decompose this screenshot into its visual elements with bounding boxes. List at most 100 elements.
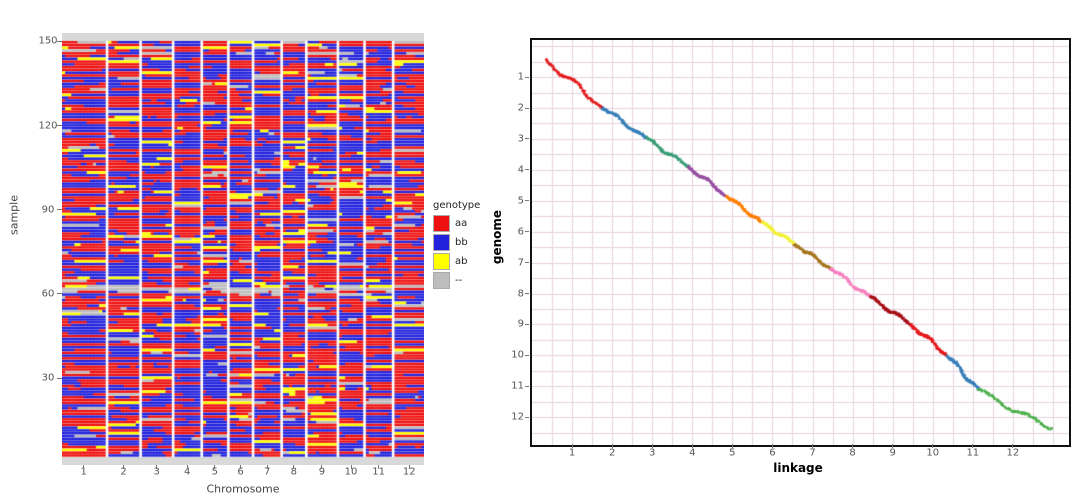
- scatter-y-tickmark: [525, 200, 529, 202]
- scatter-x-tickmark: [1012, 444, 1014, 448]
- scatter-y-tick-label: 7: [517, 257, 524, 269]
- scatter-x-tick-label: 6: [769, 447, 776, 459]
- genotype-heatmap-canvas: [62, 33, 424, 465]
- scatter-y-tick-label: 12: [511, 411, 524, 423]
- scatter-x-tick-label: 5: [729, 447, 736, 459]
- scatter-y-tick-label: 10: [511, 349, 524, 361]
- heatmap-y-tick-label: 150: [38, 35, 58, 47]
- scatter-x-tick-label: 3: [649, 447, 656, 459]
- scatter-x-tickmark: [651, 444, 653, 448]
- legend-item-aa: aa: [433, 215, 480, 232]
- scatter-x-tickmark: [611, 444, 613, 448]
- scatter-y-tick-label: 5: [517, 195, 524, 207]
- legend-item-label: --: [455, 275, 463, 286]
- heatmap-y-tickmark: [57, 125, 62, 127]
- scatter-y-tick-label: 2: [517, 102, 524, 114]
- legend-item-label: bb: [455, 237, 468, 248]
- scatter-x-tick-label: 1: [568, 447, 576, 459]
- heatmap-y-tick-label: 30: [41, 372, 55, 384]
- heatmap-x-tickmark: [408, 465, 410, 469]
- heatmap-x-tick-label: 9: [318, 466, 326, 478]
- heatmap-plot-area: [62, 33, 424, 465]
- scatter-x-tickmark: [691, 444, 693, 448]
- heatmap-x-tickmark: [214, 465, 216, 469]
- scatter-y-tickmark: [525, 385, 529, 387]
- scatter-y-tick-label: 6: [517, 226, 524, 238]
- scatter-y-tickmark: [525, 293, 529, 294]
- legend-swatch-icon: [433, 272, 450, 289]
- scatter-y-tick-label: 9: [517, 318, 524, 330]
- heatmap-x-tick-label: 8: [290, 466, 297, 478]
- scatter-x-tickmark: [932, 444, 934, 448]
- left-y-axis-title: sample: [7, 195, 21, 235]
- heatmap-x-tickmark: [186, 465, 188, 469]
- heatmap-x-tickmark: [266, 465, 268, 469]
- scatter-x-tick-label: 9: [889, 447, 896, 459]
- collinearity-scatter-canvas: [532, 40, 1069, 445]
- scatter-x-tick-label: 8: [849, 447, 856, 459]
- heatmap-x-tickmark: [350, 465, 352, 469]
- heatmap-x-tick-label: 4: [184, 466, 191, 478]
- legend-swatch-icon: [433, 234, 450, 251]
- scatter-x-tick-label: 10: [926, 447, 940, 459]
- scatter-y-tick-label: 1: [517, 71, 524, 83]
- scatter-y-tickmark: [525, 169, 529, 171]
- heatmap-x-tick-label: 11: [372, 466, 386, 478]
- scatter-plot-area: [530, 38, 1071, 447]
- heatmap-x-tick-label: 6: [237, 466, 244, 478]
- scatter-x-tickmark: [571, 444, 573, 448]
- scatter-y-tick-label: 3: [517, 133, 524, 145]
- heatmap-y-tick-label: 90: [41, 204, 55, 216]
- heatmap-x-tick-label: 1: [80, 466, 87, 478]
- heatmap-x-tickmark: [156, 465, 158, 469]
- scatter-y-tickmark: [525, 323, 529, 325]
- heatmap-x-tickmark: [378, 465, 380, 469]
- scatter-y-tickmark: [525, 231, 529, 233]
- heatmap-y-tickmark: [57, 293, 62, 295]
- scatter-x-tick-label: 7: [809, 447, 816, 459]
- heatmap-x-tickmark: [293, 465, 295, 469]
- scatter-x-tickmark: [852, 444, 854, 448]
- heatmap-x-tick-label: 2: [120, 466, 127, 478]
- legend-item-: --: [433, 272, 480, 289]
- heatmap-y-tick-label: 60: [41, 288, 55, 300]
- scatter-x-tickmark: [731, 444, 733, 448]
- legend-items: aa bb ab --: [433, 215, 480, 289]
- heatmap-x-tickmark: [240, 465, 241, 469]
- legend-swatch-icon: [433, 253, 450, 270]
- scatter-x-tickmark: [771, 444, 773, 448]
- scatter-y-tick-label: 11: [511, 380, 524, 392]
- heatmap-x-tickmark: [321, 465, 323, 469]
- legend-item-bb: bb: [433, 234, 480, 251]
- scatter-y-tickmark: [525, 416, 529, 418]
- legend-item-ab: ab: [433, 253, 480, 270]
- scatter-y-tickmark: [525, 76, 529, 78]
- legend-title: genotype: [433, 200, 481, 211]
- scatter-y-tickmark: [525, 354, 529, 356]
- scatter-x-tick-label: 12: [1006, 447, 1020, 459]
- heatmap-x-tickmark: [83, 465, 85, 469]
- heatmap-x-tick-label: 10: [344, 466, 358, 478]
- legend-item-label: ab: [455, 256, 468, 267]
- scatter-x-tickmark: [892, 444, 894, 448]
- scatter-y-tickmark: [525, 107, 529, 109]
- heatmap-x-tick-label: 7: [263, 466, 271, 478]
- heatmap-x-tick-label: 12: [402, 466, 416, 478]
- right-x-axis-title: linkage: [773, 461, 823, 475]
- scatter-x-tickmark: [972, 444, 974, 448]
- scatter-x-tick-label: 11: [966, 447, 980, 459]
- heatmap-x-tick-label: 3: [153, 466, 160, 478]
- heatmap-y-tick-label: 120: [38, 120, 58, 132]
- genotype-legend: genotype aa bb ab --: [433, 200, 480, 291]
- scatter-x-tickmark: [812, 444, 814, 448]
- heatmap-x-tick-label: 5: [211, 466, 219, 478]
- right-y-axis-title: genome: [490, 209, 504, 265]
- scatter-y-tick-label: 8: [517, 288, 524, 299]
- heatmap-x-tickmark: [123, 465, 125, 469]
- left-x-axis-title: Chromosome: [206, 482, 280, 496]
- scatter-y-tick-label: 4: [517, 164, 524, 176]
- heatmap-y-tickmark: [57, 377, 62, 379]
- heatmap-y-tickmark: [57, 209, 62, 211]
- scatter-y-tickmark: [525, 138, 529, 140]
